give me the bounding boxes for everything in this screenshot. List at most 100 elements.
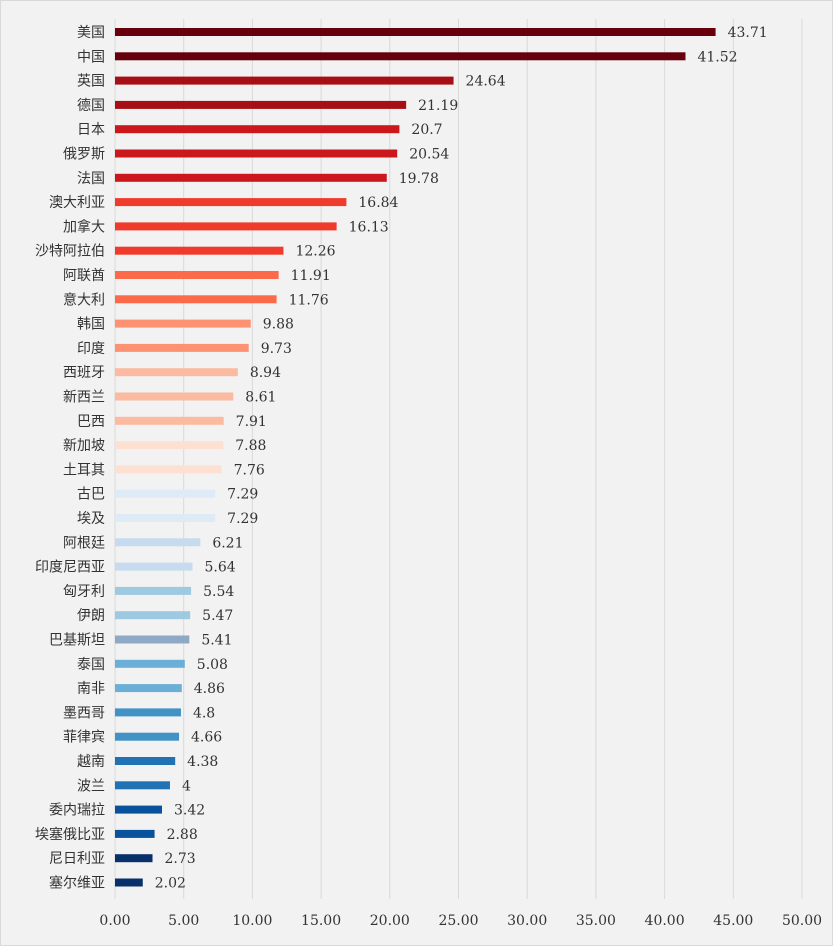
bar (115, 52, 686, 61)
category-label: 塞尔维亚 (49, 875, 105, 892)
value-label: 4.8 (193, 705, 215, 721)
category-label: 沙特阿拉伯 (35, 244, 105, 260)
category-label: 菲律宾 (63, 730, 105, 746)
bar (115, 829, 155, 838)
bar (115, 781, 170, 790)
category-label: 土耳其 (63, 462, 105, 478)
bar (115, 854, 153, 863)
category-label: 埃塞俄比亚 (35, 826, 105, 843)
category-label: 印度尼西亚 (35, 560, 105, 576)
value-label: 9.73 (261, 341, 292, 357)
bar-layer (115, 28, 716, 887)
value-label: 19.78 (399, 171, 439, 187)
bar (115, 586, 192, 595)
value-label: 6.21 (212, 535, 243, 551)
category-label: 新西兰 (63, 390, 105, 406)
category-label: 泰国 (77, 657, 105, 673)
x-tick-label: 10.00 (232, 913, 272, 929)
category-label: 中国 (77, 49, 105, 65)
value-label: 7.29 (227, 511, 258, 527)
category-label: 委内瑞拉 (49, 803, 105, 819)
bar (115, 489, 216, 498)
bar (115, 441, 224, 450)
category-label: 德国 (77, 98, 105, 114)
category-label: 尼日利亚 (49, 851, 105, 867)
x-tick-label: 40.00 (645, 913, 685, 929)
bar (115, 295, 277, 304)
category-label: 日本 (77, 122, 105, 138)
bar (115, 173, 387, 182)
x-tick-label: 15.00 (301, 913, 341, 929)
value-label: 7.91 (236, 414, 267, 430)
category-label: 古巴 (77, 487, 105, 503)
category-label: 印度 (77, 341, 105, 357)
x-tick-label: 35.00 (576, 913, 616, 929)
category-label: 巴基斯坦 (49, 632, 105, 649)
value-label: 2.88 (167, 827, 198, 843)
bar (115, 271, 279, 279)
x-tick-label: 5.00 (168, 913, 199, 929)
value-label: 8.94 (250, 365, 281, 381)
x-tick-label: 45.00 (713, 913, 753, 929)
bar (115, 514, 216, 522)
bar (115, 125, 400, 134)
value-label: 12.26 (295, 244, 335, 260)
category-label: 伊朗 (77, 608, 105, 624)
bar (115, 416, 224, 425)
bar (115, 149, 398, 158)
category-label: 新加坡 (63, 438, 105, 454)
bar (115, 611, 191, 620)
bar (115, 732, 180, 741)
value-label: 2.02 (155, 876, 186, 892)
category-label: 加拿大 (63, 218, 105, 235)
category-label: 波兰 (77, 778, 105, 794)
bar (115, 562, 193, 571)
bar (115, 635, 190, 644)
category-label: 美国 (77, 25, 105, 41)
category-label: 意大利 (63, 291, 105, 308)
value-label: 41.52 (697, 49, 737, 65)
bar (115, 368, 238, 377)
bar (115, 538, 201, 547)
x-tick-label: 20.00 (370, 913, 410, 929)
value-label: 11.91 (291, 268, 331, 284)
category-label: 澳大利亚 (49, 195, 105, 211)
category-label: 越南 (77, 754, 105, 770)
category-label: 阿根廷 (63, 535, 105, 551)
value-label: 4.38 (187, 754, 218, 770)
bar (115, 465, 222, 474)
bar (115, 76, 454, 85)
category-label: 南非 (77, 681, 105, 697)
category-label: 韩国 (77, 317, 105, 333)
bar (115, 708, 181, 717)
value-label: 4 (182, 778, 191, 794)
bar (115, 684, 182, 693)
value-label: 8.61 (245, 390, 276, 406)
bar (115, 222, 337, 231)
value-label: 11.76 (289, 292, 329, 308)
category-label: 西班牙 (63, 365, 105, 381)
value-label: 20.7 (411, 122, 442, 138)
bar (115, 878, 143, 887)
category-label: 匈牙利 (63, 584, 105, 600)
bar (115, 319, 251, 328)
value-label: 9.88 (263, 317, 294, 333)
bar (115, 757, 176, 765)
value-label: 3.42 (174, 803, 205, 819)
value-label: 4.86 (194, 681, 225, 697)
x-tick-label: 25.00 (438, 913, 478, 929)
x-tick-label: 50.00 (782, 913, 822, 929)
value-label: 5.54 (203, 584, 234, 600)
category-label: 法国 (77, 171, 105, 187)
value-label: 24.64 (466, 74, 506, 90)
grid-layer (114, 19, 803, 899)
category-labels: 美国中国英国德国日本俄罗斯法国澳大利亚加拿大沙特阿拉伯阿联酋意大利韩国印度西班牙… (35, 25, 105, 892)
bar (115, 805, 162, 814)
category-label: 阿联酋 (63, 267, 105, 284)
value-label: 5.47 (202, 608, 233, 624)
bar (115, 392, 234, 401)
x-axis-ticks: 0.00 5.00 10.00 15.00 20.00 25.00 30.00 35.00 40… (99, 913, 822, 929)
x-tick-label: 0.00 (99, 913, 130, 929)
